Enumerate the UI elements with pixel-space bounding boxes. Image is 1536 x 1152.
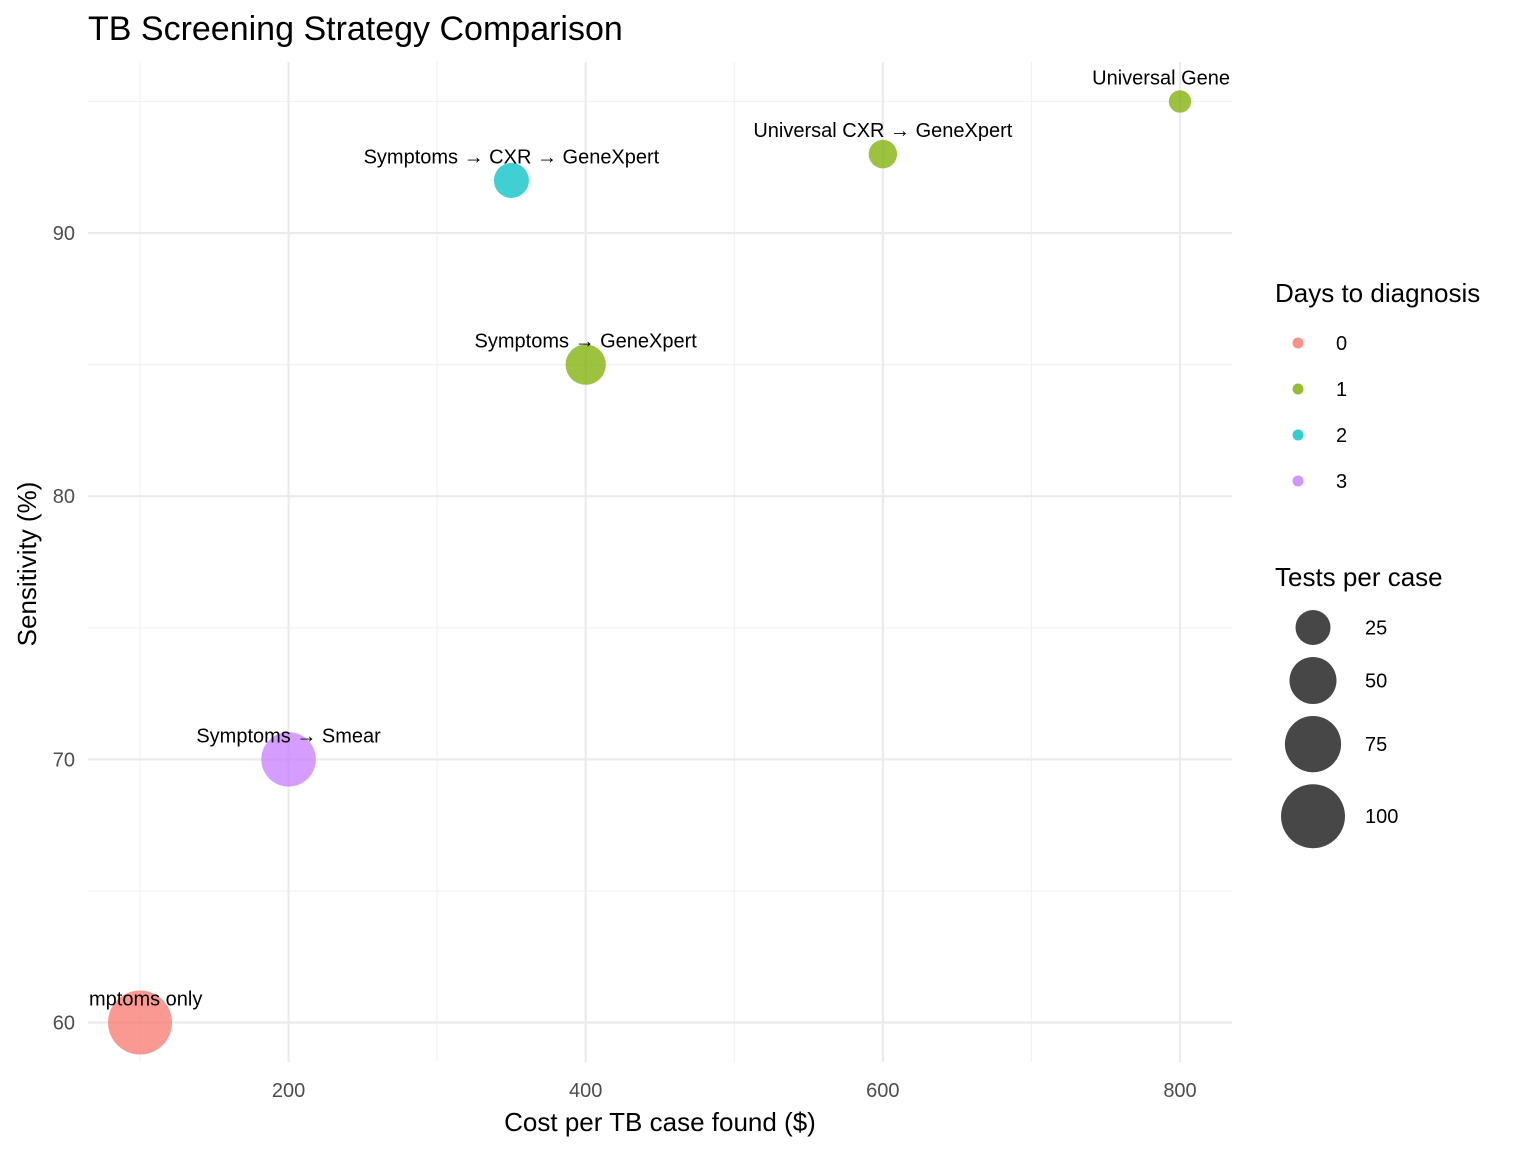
x-tick-label: 600 <box>866 1080 899 1102</box>
color-legend: Days to diagnosis 0 1 2 3 <box>1275 278 1480 493</box>
color-legend-key <box>1292 475 1304 487</box>
size-legend-key <box>1295 610 1331 645</box>
data-point <box>261 732 316 787</box>
size-legend-label: 75 <box>1365 734 1387 756</box>
x-tick-label: 800 <box>1163 1080 1196 1102</box>
y-tick-label: 60 <box>53 1013 75 1035</box>
size-legend-key <box>1289 657 1337 705</box>
color-legend-label: 2 <box>1336 425 1347 447</box>
point-label: Universal CXR → GeneXpert <box>753 120 1012 142</box>
point-label: Symptoms → CXR → GeneXpert <box>364 146 660 168</box>
data-point <box>493 162 529 198</box>
y-tick-label: 80 <box>53 486 75 508</box>
point-label: Symptoms → Smear <box>196 725 381 747</box>
data-point <box>1168 90 1192 113</box>
size-legend-label: 100 <box>1365 806 1398 828</box>
x-tick-label: 200 <box>272 1080 305 1102</box>
color-legend-label: 1 <box>1336 379 1347 401</box>
y-tick-label: 70 <box>53 749 75 771</box>
color-legend-key <box>1292 337 1304 349</box>
size-legend: Tests per case 25 50 75 100 <box>1275 562 1443 849</box>
data-point <box>868 139 898 169</box>
data-point <box>565 344 606 385</box>
point-labels: mptoms only Symptoms → Smear Symptoms → Ge… <box>89 67 1230 1010</box>
x-axis-ticks: 200 400 600 800 <box>272 1080 1197 1102</box>
size-legend-key <box>1284 716 1342 773</box>
y-axis-ticks: 60 70 80 90 <box>53 223 75 1034</box>
point-label: mptoms only <box>89 989 202 1011</box>
point-label: Symptoms → GeneXpert <box>475 331 698 353</box>
size-legend-label: 50 <box>1365 671 1387 693</box>
color-legend-key <box>1292 383 1304 395</box>
chart-title: TB Screening Strategy Comparison <box>88 10 623 48</box>
data-point <box>108 990 172 1055</box>
size-legend-key <box>1281 784 1345 849</box>
y-axis-title: Sensitivity (%) <box>12 482 42 647</box>
color-legend-title: Days to diagnosis <box>1275 278 1480 308</box>
grid <box>88 62 1232 1062</box>
point-label: Universal Gene <box>1092 67 1230 89</box>
x-axis-title: Cost per TB case found ($) <box>504 1107 816 1137</box>
color-legend-label: 0 <box>1336 333 1347 355</box>
color-legend-key <box>1292 429 1304 441</box>
data-points <box>108 90 1192 1055</box>
color-legend-label: 3 <box>1336 471 1347 493</box>
size-legend-title: Tests per case <box>1275 562 1443 592</box>
size-legend-label: 25 <box>1365 618 1387 640</box>
y-tick-label: 90 <box>53 223 75 245</box>
x-tick-label: 400 <box>569 1080 602 1102</box>
